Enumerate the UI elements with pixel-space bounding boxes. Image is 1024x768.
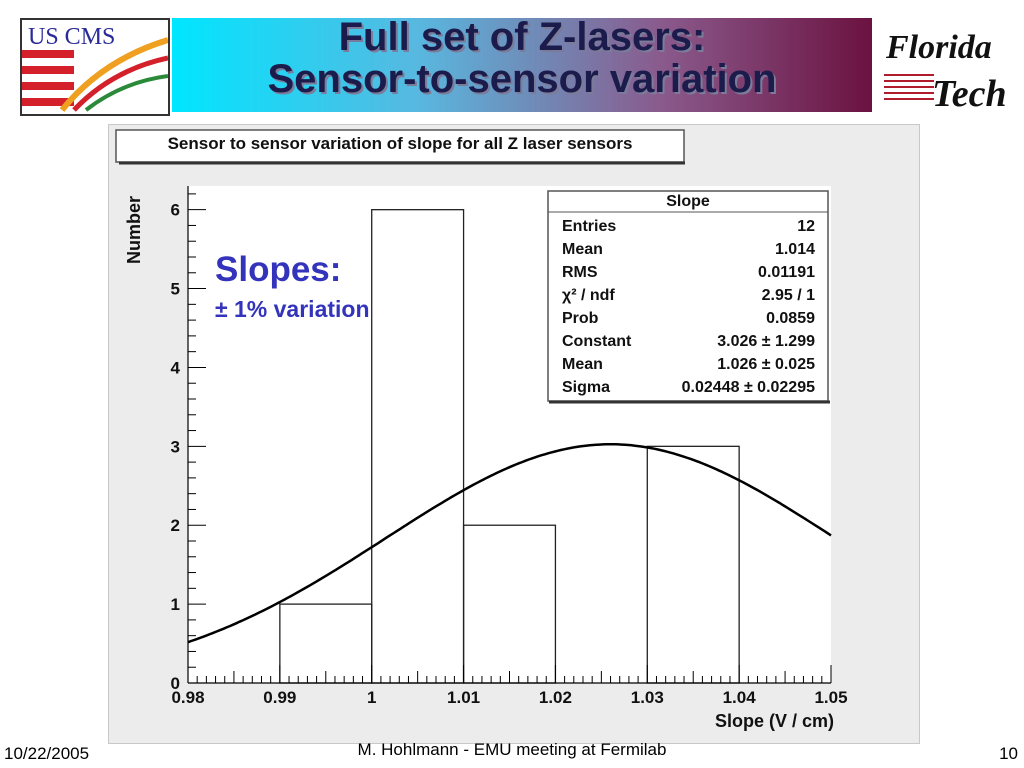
slide-title: Full set of Z-lasers: Sensor-to-sensor v… bbox=[172, 16, 872, 100]
stats-row-value: 1.014 bbox=[775, 241, 815, 258]
logo-right-line1: Florida bbox=[885, 29, 992, 66]
slide-title-line1: Full set of Z-lasers: bbox=[338, 15, 706, 59]
stats-row-value: 0.01191 bbox=[758, 264, 815, 281]
stats-row-label: χ² / ndf bbox=[562, 287, 615, 304]
logo-red-lines bbox=[884, 74, 934, 100]
us-cms-logo: US CMS bbox=[20, 18, 170, 116]
stats-row-value: 3.026 ± 1.299 bbox=[717, 333, 815, 350]
y-tick-label: 5 bbox=[171, 280, 180, 299]
us-cms-logo-graphic: US CMS bbox=[22, 20, 168, 114]
y-tick-label: 3 bbox=[171, 437, 180, 456]
footer-center: M. Hohlmann - EMU meeting at Fermilab bbox=[357, 740, 667, 759]
x-tick-label: 1.02 bbox=[539, 688, 572, 707]
logo-right-line2: Tech bbox=[932, 73, 1007, 112]
stats-row-label: Mean bbox=[562, 241, 603, 258]
footer-page-number: 10 bbox=[999, 744, 1018, 763]
title-banner bbox=[172, 18, 872, 112]
x-tick-label: 0.98 bbox=[171, 688, 204, 707]
stats-row-label: Entries bbox=[562, 218, 616, 235]
stats-box-title: Slope bbox=[666, 193, 710, 210]
x-tick-label: 1.04 bbox=[723, 688, 757, 707]
y-tick-label: 0 bbox=[171, 674, 180, 693]
slide-title-line2: Sensor-to-sensor variation bbox=[267, 57, 777, 101]
stats-box: Slope Entries 12 Mean 1.014 RMS 0.01191 χ² / n… bbox=[547, 190, 830, 404]
y-tick-label: 6 bbox=[171, 201, 180, 220]
y-tick-label: 4 bbox=[171, 358, 181, 377]
gaussian-fit-curve bbox=[187, 443, 832, 644]
florida-tech-logo-graphic: Florida Tech bbox=[884, 29, 1007, 115]
x-tick-label: 1.05 bbox=[814, 688, 847, 707]
stats-row-value: 0.02448 ± 0.02295 bbox=[682, 379, 815, 396]
x-tick-label: 1 bbox=[367, 688, 376, 707]
logo-stripes bbox=[22, 50, 74, 106]
y-axis-label: Number bbox=[124, 196, 144, 264]
florida-tech-logo: Florida Tech bbox=[876, 18, 1010, 115]
x-tick-label: 0.99 bbox=[263, 688, 296, 707]
footer-date: 10/22/2005 bbox=[4, 744, 90, 763]
chart-title: Sensor to sensor variation of slope for … bbox=[168, 134, 633, 153]
x-tick-label: 1.03 bbox=[631, 688, 664, 707]
stats-row-label: Constant bbox=[562, 333, 632, 350]
x-tick-label: 1.01 bbox=[447, 688, 480, 707]
stats-row-value: 1.026 ± 0.025 bbox=[717, 356, 815, 373]
stats-row-label: Prob bbox=[562, 310, 599, 327]
stats-row-value: 0.0859 bbox=[766, 310, 815, 327]
x-axis-label: Slope (V / cm) bbox=[715, 711, 834, 731]
y-tick-label: 1 bbox=[171, 595, 180, 614]
stats-row-label: RMS bbox=[562, 264, 598, 281]
stats-row-label: Sigma bbox=[562, 379, 610, 396]
slopes-label: Slopes: bbox=[215, 250, 342, 289]
y-tick-label: 2 bbox=[171, 516, 180, 535]
stats-row-value: 2.95 / 1 bbox=[762, 287, 815, 304]
stats-row-label: Mean bbox=[562, 356, 603, 373]
variation-label: ± 1% variation bbox=[215, 296, 370, 322]
logo-left-text: US CMS bbox=[28, 24, 115, 50]
stats-box-frame bbox=[547, 190, 829, 402]
stats-row-value: 12 bbox=[797, 218, 815, 235]
